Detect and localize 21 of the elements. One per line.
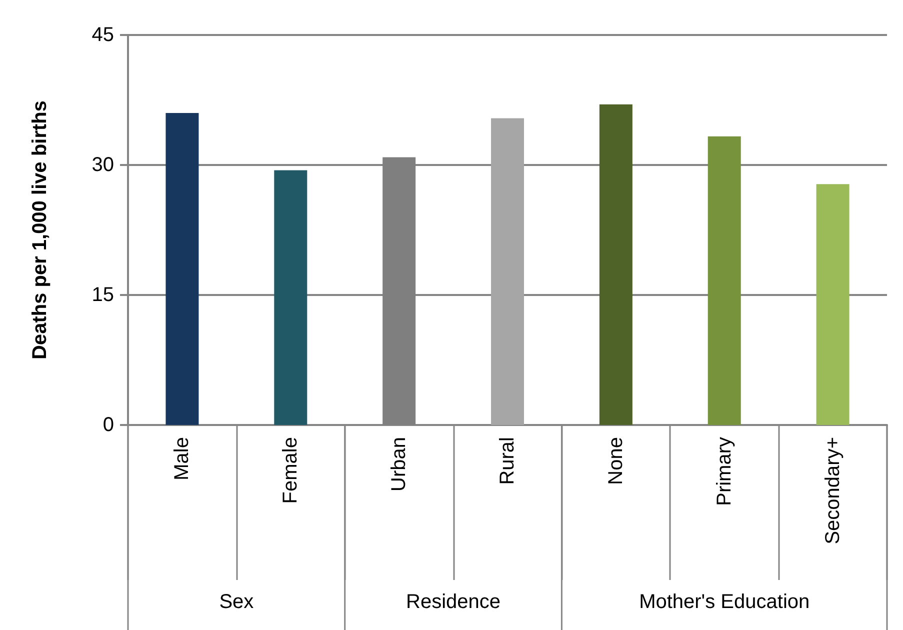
bar bbox=[599, 104, 632, 425]
text: Mother's Education bbox=[639, 591, 810, 613]
x-tick-label: None bbox=[604, 437, 627, 485]
bar bbox=[708, 136, 741, 425]
x-tick-label: Female bbox=[280, 437, 302, 504]
y-tick-label: 30 bbox=[92, 154, 114, 176]
x-tick-label: Rural bbox=[496, 437, 518, 485]
y-tick-label: 15 bbox=[92, 284, 114, 306]
bar bbox=[274, 170, 308, 425]
y-tick-label: 45 bbox=[92, 24, 114, 46]
y-axis-title: Deaths per 1,000 live births bbox=[29, 100, 51, 360]
x-tick-label: Male bbox=[171, 437, 194, 480]
x-tick-label: Secondary+ bbox=[822, 437, 844, 544]
text: Residence bbox=[406, 591, 501, 613]
bar bbox=[166, 113, 199, 425]
x-tick-label: Urban bbox=[388, 437, 410, 492]
bar bbox=[491, 118, 524, 425]
text: Sex bbox=[219, 591, 254, 613]
x-tick-label: Primary bbox=[713, 437, 736, 506]
bar bbox=[816, 184, 850, 425]
y-tick-label: 0 bbox=[102, 414, 114, 436]
